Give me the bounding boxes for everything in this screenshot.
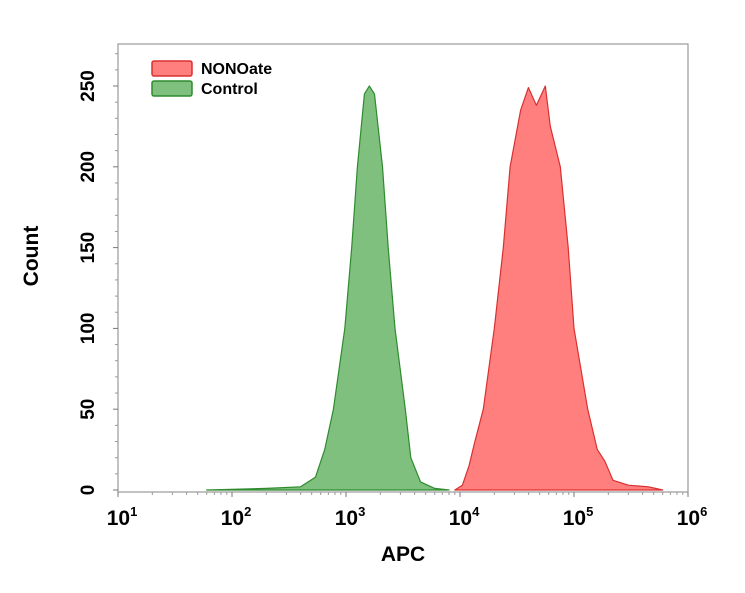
legend-swatch-nonoate (151, 60, 193, 77)
y-axis-label: Count (20, 226, 43, 287)
x-tick-label: 102 (221, 504, 252, 530)
x-tick-exp: 6 (700, 504, 707, 519)
x-tick-base: 10 (107, 507, 130, 530)
y-tick-label: 200 (78, 151, 99, 183)
legend-label-control: Control (201, 81, 258, 98)
y-tick-label: 50 (78, 399, 99, 420)
x-tick-label: 103 (335, 504, 366, 530)
x-tick-base: 10 (677, 507, 700, 530)
legend-swatch-control (151, 80, 193, 97)
legend: NONOate Control (151, 60, 272, 98)
y-tick-label: 100 (78, 313, 99, 345)
x-tick-exp: 2 (244, 504, 251, 519)
x-tick-exp: 1 (130, 504, 137, 519)
series-control-area (206, 85, 450, 491)
y-tick-label: 150 (78, 232, 99, 264)
x-tick-label: 105 (563, 504, 594, 530)
series-nonoate-area (454, 85, 664, 491)
x-tick-label: 101 (107, 504, 138, 530)
y-tick-label: 250 (78, 70, 99, 102)
x-tick-base: 10 (449, 507, 472, 530)
x-tick-base: 10 (221, 507, 244, 530)
y-tick-label: 0 (78, 485, 99, 496)
x-tick-base: 10 (335, 507, 358, 530)
x-tick-exp: 5 (586, 504, 593, 519)
x-tick-label: 106 (677, 504, 708, 530)
x-axis-label: APC (381, 543, 425, 566)
plot-frame (117, 43, 689, 493)
x-tick-label: 104 (449, 504, 480, 530)
x-tick-exp: 3 (358, 504, 365, 519)
plot-area (206, 85, 664, 491)
legend-label-nonoate: NONOate (201, 61, 272, 78)
x-tick-base: 10 (563, 507, 586, 530)
x-tick-exp: 4 (472, 504, 480, 519)
